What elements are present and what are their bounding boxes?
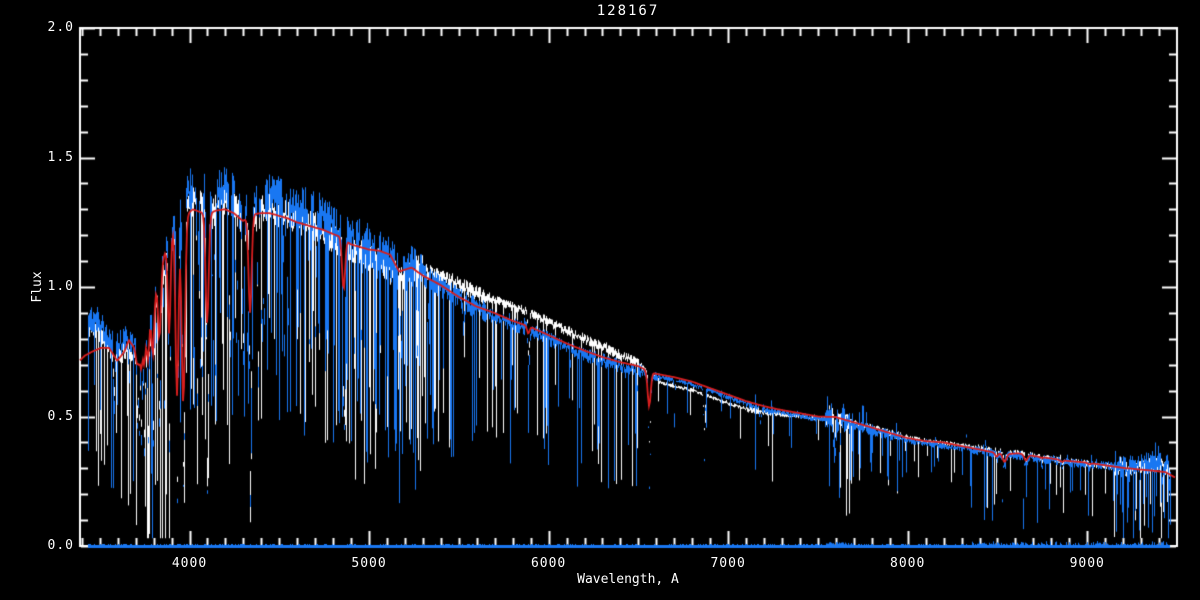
y-tick-label: 1.5 [47,149,74,165]
x-axis-label: Wavelength, A [577,572,679,587]
y-tick-label: 1.0 [47,279,74,294]
y-tick-label: 0.5 [47,408,74,424]
plot-title: 128167 [596,3,660,19]
x-tick-label: 8000 [890,556,926,571]
x-tick-label: 9000 [1069,556,1105,571]
y-tick-label: 2.0 [47,20,74,35]
y-tick-label: 0.0 [47,538,74,553]
x-tick-label: 7000 [710,556,746,571]
x-tick-label: 6000 [530,556,567,571]
x-tick-label: 5000 [351,556,387,571]
x-tick-label: 4000 [171,556,208,571]
